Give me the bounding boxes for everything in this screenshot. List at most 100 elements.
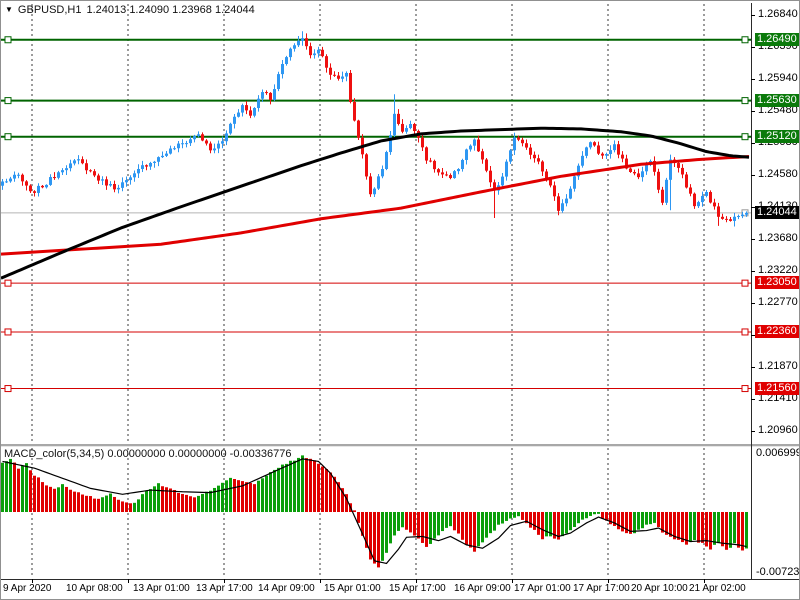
candle-body: [489, 170, 492, 183]
macd-bar: [69, 489, 72, 512]
macd-bar: [453, 512, 456, 531]
macd-bar: [241, 481, 244, 512]
macd-bar: [53, 488, 56, 512]
level-handle[interactable]: [4, 385, 12, 393]
candle-body: [185, 143, 188, 145]
time-axis-label: 10 Apr 08:00: [66, 583, 123, 594]
macd-bar: [625, 512, 628, 534]
macd-bar: [213, 487, 216, 512]
candle-body: [89, 170, 92, 172]
level-handle[interactable]: [741, 36, 749, 44]
macd-bar: [529, 512, 532, 528]
macd-bar: [609, 512, 612, 525]
macd-bar: [37, 477, 40, 512]
level-handle[interactable]: [4, 328, 12, 336]
macd-bar: [269, 472, 272, 512]
macd-bar: [65, 486, 68, 512]
candle-body: [525, 143, 528, 148]
macd-bar: [701, 512, 704, 543]
candle-body: [477, 139, 480, 152]
candle-body: [109, 184, 112, 186]
macd-bar: [309, 458, 312, 512]
macd-bar: [289, 460, 292, 512]
time-axis-label: 13 Apr 17:00: [196, 583, 253, 594]
time-axis-label: 17 Apr 17:00: [573, 583, 630, 594]
level-handle[interactable]: [4, 279, 12, 287]
time-axis-line: [1, 579, 799, 580]
main-chart-canvas[interactable]: [1, 1, 751, 445]
macd-bar: [473, 512, 476, 552]
macd-signal-line: [2, 458, 747, 565]
price-tick-label: 1.21870: [758, 359, 798, 372]
candle-body: [233, 116, 236, 124]
candle-body: [21, 174, 24, 182]
macd-bar: [525, 512, 528, 524]
symbol-dropdown-icon[interactable]: ▼: [5, 5, 13, 14]
level-handle[interactable]: [4, 36, 12, 44]
macd-bar: [733, 512, 736, 544]
level-handle[interactable]: [4, 97, 12, 105]
price-tick-mark: [751, 111, 755, 113]
candle-body: [449, 175, 452, 179]
candle-body: [349, 72, 352, 102]
candle-body: [249, 110, 252, 116]
candle-body: [653, 160, 656, 172]
price-tick-label: 1.24580: [758, 167, 798, 180]
macd-bar: [81, 494, 84, 512]
candle-body: [37, 185, 40, 193]
macd-bar: [377, 512, 380, 568]
level-handle[interactable]: [741, 385, 749, 393]
macd-bar: [177, 492, 180, 512]
level-handle[interactable]: [4, 133, 12, 141]
macd-indicator-row: MACD_color(5,34,5) 0.00000000 0.00000000…: [4, 448, 291, 460]
level-handle[interactable]: [741, 279, 749, 287]
macd-bar: [333, 476, 336, 512]
level-handle[interactable]: [741, 97, 749, 105]
macd-bar: [681, 512, 684, 543]
macd-bar: [113, 496, 116, 512]
time-axis-label: 16 Apr 09:00: [454, 583, 511, 594]
candle-body: [309, 46, 312, 56]
macd-bar: [257, 480, 260, 512]
chart-title-row: ▼ GBPUSD,H1 1.24013 1.24090 1.23968 1.24…: [5, 4, 255, 16]
price-tick-mark: [751, 174, 755, 176]
candle-body: [473, 139, 476, 146]
price-tick-label: 1.20960: [758, 424, 798, 436]
macd-bar: [549, 512, 552, 537]
level-handle[interactable]: [741, 328, 749, 336]
time-tick-mark: [224, 579, 225, 583]
candle-body: [269, 92, 272, 100]
candle-body: [393, 113, 396, 136]
candle-body: [1, 181, 4, 186]
time-tick-mark: [704, 579, 705, 583]
candle-body: [509, 150, 512, 162]
macd-bar: [421, 512, 424, 543]
candle-body: [689, 187, 692, 194]
candle-body: [241, 105, 244, 113]
macd-bar: [237, 480, 240, 512]
macd-bar: [613, 512, 616, 526]
candle-body: [293, 45, 296, 49]
candle-body: [481, 151, 484, 160]
macd-bar: [249, 482, 252, 512]
macd-bar: [201, 493, 204, 512]
macd-bar: [485, 512, 488, 538]
candle-body: [405, 128, 408, 132]
time-axis-label: 17 Apr 01:00: [514, 583, 571, 594]
macd-bar: [393, 512, 396, 536]
time-axis-label: 15 Apr 17:00: [389, 583, 446, 594]
macd-bar: [405, 512, 408, 530]
macd-bar: [225, 480, 228, 512]
macd-bar: [633, 512, 636, 534]
macd-histogram: [1, 455, 748, 568]
macd-bar: [137, 499, 140, 512]
macd-chart-canvas[interactable]: [1, 446, 751, 579]
candle-body: [177, 143, 180, 149]
support-price-badge: 1.23050: [755, 276, 799, 290]
macd-bar: [497, 512, 500, 525]
macd-bar: [717, 512, 720, 544]
level-handle[interactable]: [741, 133, 749, 141]
macd-bar: [57, 487, 60, 512]
time-tick-mark: [608, 579, 609, 583]
macd-bar: [277, 467, 280, 512]
